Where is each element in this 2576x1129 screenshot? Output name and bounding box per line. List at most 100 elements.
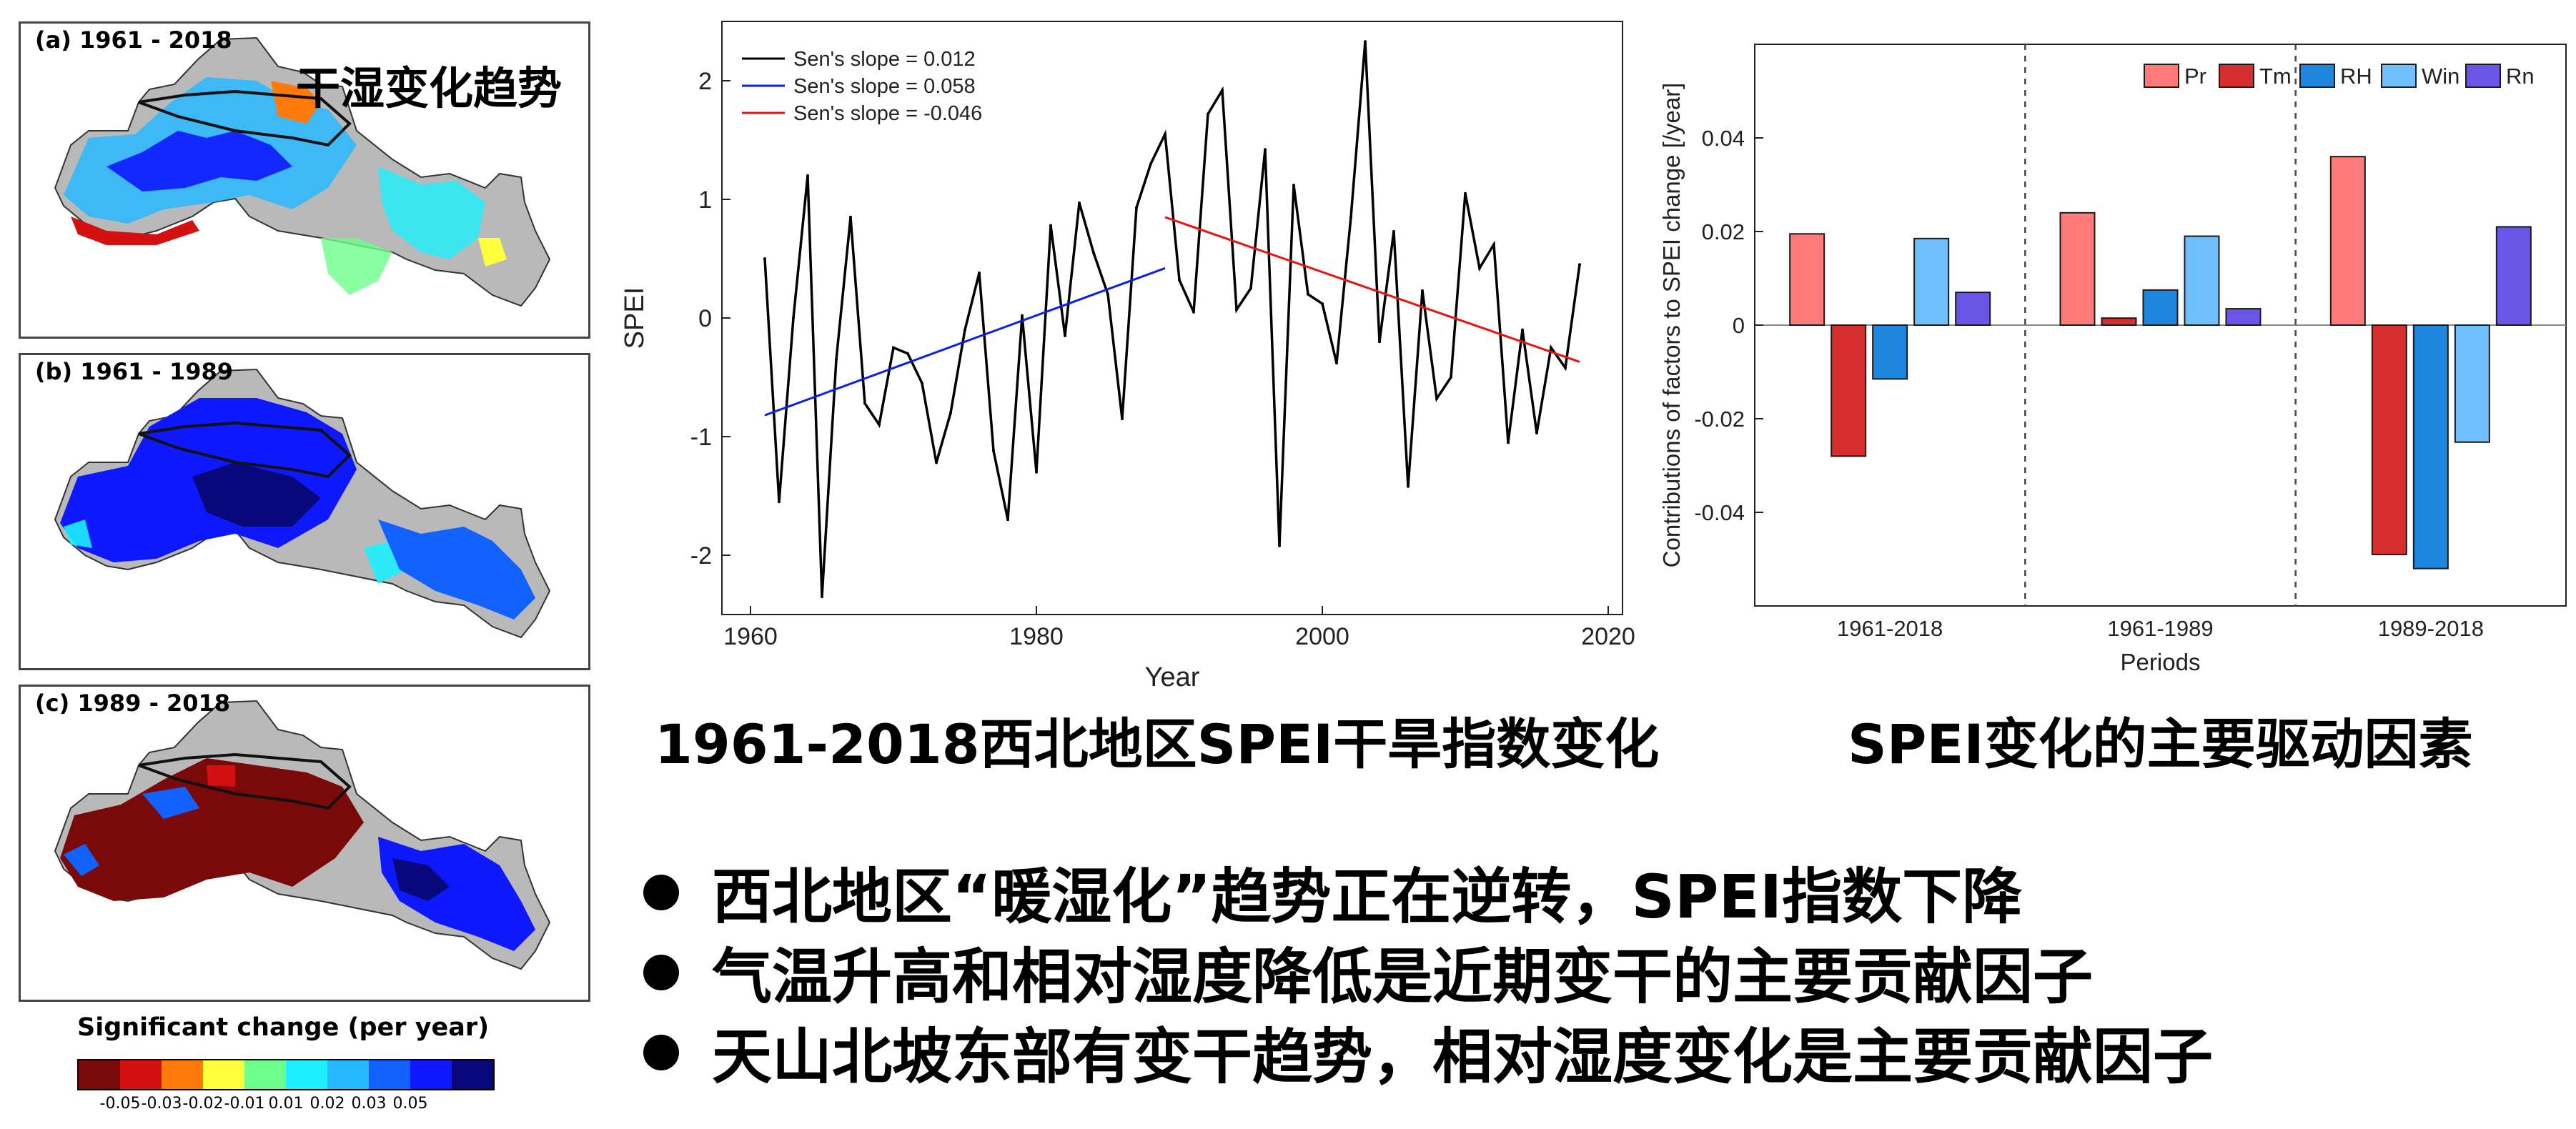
- spei-point: [1464, 192, 1467, 195]
- spei-point: [1435, 397, 1438, 400]
- colorbar-tick: 0.03: [351, 1095, 387, 1113]
- bar-pr: [1789, 233, 1826, 326]
- spei-point: [878, 423, 881, 427]
- legend-entry: Sen's slope = 0.058: [793, 75, 976, 98]
- spei-point: [921, 382, 923, 385]
- bar-rn: [2225, 308, 2262, 327]
- bar-tm: [2101, 317, 2137, 326]
- colorbar-cell: [120, 1060, 162, 1089]
- spei-point: [992, 449, 995, 452]
- legend-entry: Sen's slope = -0.046: [793, 102, 982, 125]
- spei-point: [1578, 263, 1581, 267]
- bar-rn: [1955, 292, 1991, 326]
- mountain-boundary: [138, 421, 352, 479]
- legend-entry: Pr: [2184, 64, 2206, 89]
- dark-wet-area: [392, 858, 450, 901]
- spei-point: [1507, 441, 1510, 444]
- spei-point: [1349, 215, 1352, 219]
- spei-point: [1421, 289, 1424, 292]
- y-tick-label: -1: [690, 424, 712, 451]
- spei-point: [892, 346, 895, 349]
- colorbar-cell: [410, 1060, 452, 1089]
- map-panel-b: (b) 1961 - 1989: [19, 353, 590, 670]
- map-label-a: (a) 1961 - 2018: [35, 26, 232, 54]
- spei-point: [1521, 328, 1524, 332]
- y-axis-label: Contributions of factors to SPEI change …: [1658, 83, 1685, 568]
- spei-point: [1292, 184, 1295, 187]
- green-area: [321, 238, 392, 295]
- category-label: 1989-2018: [2378, 616, 2484, 641]
- spei-point: [1192, 310, 1195, 314]
- colorbar-cell: [327, 1060, 369, 1089]
- map-label-b: (b) 1961 - 1989: [35, 358, 233, 385]
- colorbar-cell: [244, 1060, 286, 1089]
- red-patch: [207, 765, 235, 787]
- colorbar-cell: [79, 1060, 120, 1089]
- spei-point: [1049, 224, 1052, 227]
- colorbar-tick: -0.03: [141, 1095, 182, 1113]
- spei-point: [1149, 162, 1152, 166]
- spei-point: [1264, 148, 1267, 151]
- y-tick-label: 1: [698, 186, 712, 214]
- colorbar-tick: 0.05: [392, 1095, 428, 1113]
- bar-tm: [1831, 324, 1867, 457]
- spei-point: [1364, 40, 1367, 44]
- bullet-item: 西北地区“暖湿化”趋势正在逆转，SPEI指数下降: [643, 849, 2022, 935]
- y-tick-label: 0.02: [1702, 219, 1745, 244]
- spei-point: [835, 358, 838, 362]
- spei-point: [792, 317, 795, 319]
- colorbar-tick: -0.01: [224, 1095, 265, 1113]
- spei-point: [1164, 132, 1166, 136]
- spei-point: [1106, 292, 1109, 296]
- dry-trend-area: [60, 758, 364, 901]
- y-axis-label: SPEI: [620, 287, 650, 349]
- trend-line-1989-2018: [1164, 216, 1580, 363]
- bar-rh: [2142, 289, 2179, 326]
- spei-point: [806, 174, 809, 177]
- y-tick-label: 2: [698, 68, 712, 95]
- bullet-dot: [643, 954, 679, 990]
- legend-swatch: [2381, 64, 2417, 88]
- spei-point: [1092, 251, 1095, 254]
- map-c: [54, 700, 551, 970]
- map-b: [54, 368, 551, 639]
- bullet-item: 气温升高和相对湿度降低是近期变干的主要贡献因子: [643, 929, 2093, 1015]
- spei-point: [1078, 201, 1081, 204]
- y-tick-label: 0: [1733, 313, 1745, 338]
- y-tick-label: -0.02: [1694, 407, 1745, 432]
- trend-line-1961-1989: [764, 267, 1166, 417]
- bullet-text: 气温升高和相对湿度降低是近期变干的主要贡献因子: [712, 942, 2094, 1012]
- x-tick-label: 1980: [1009, 623, 1064, 650]
- mountain-boundary: [138, 89, 352, 147]
- map-panel-c: (c) 1989 - 2018: [19, 685, 590, 1002]
- spei-point: [1221, 89, 1224, 92]
- colorbar-cell: [203, 1060, 244, 1089]
- legend-entry: Tm: [2259, 64, 2292, 89]
- y-tick-label: -0.04: [1694, 500, 1745, 525]
- colorbar: [77, 1059, 495, 1090]
- spei-point: [1392, 229, 1395, 233]
- y-tick-label: 0.04: [1702, 126, 1745, 151]
- dark-wet-area: [192, 462, 321, 527]
- spei-point: [1492, 243, 1495, 247]
- strong-wet-area: [106, 131, 292, 192]
- colorbar-cell: [369, 1060, 410, 1089]
- spei-point: [1249, 287, 1252, 290]
- spei-point: [863, 402, 866, 405]
- category-label: 1961-2018: [1837, 616, 1943, 641]
- spei-point: [1235, 308, 1238, 312]
- yellow-patch: [478, 238, 507, 267]
- x-tick-label: 2020: [1581, 623, 1635, 650]
- y-tick-label: 0: [698, 305, 712, 332]
- y-tick-label: -2: [690, 542, 712, 570]
- spei-point: [1135, 206, 1138, 209]
- spei-point: [963, 328, 966, 332]
- plot-area: [721, 21, 1623, 615]
- line-chart-caption: 1961-2018西北地区SPEI干旱指数变化: [655, 712, 1660, 776]
- bar-tm: [2371, 324, 2407, 555]
- colorbar-title: Significant change (per year): [77, 1013, 490, 1042]
- spei-point: [763, 257, 766, 260]
- spei-point: [1407, 484, 1410, 488]
- x-tick-label: 1960: [723, 623, 778, 650]
- east-wet-area: [378, 519, 535, 620]
